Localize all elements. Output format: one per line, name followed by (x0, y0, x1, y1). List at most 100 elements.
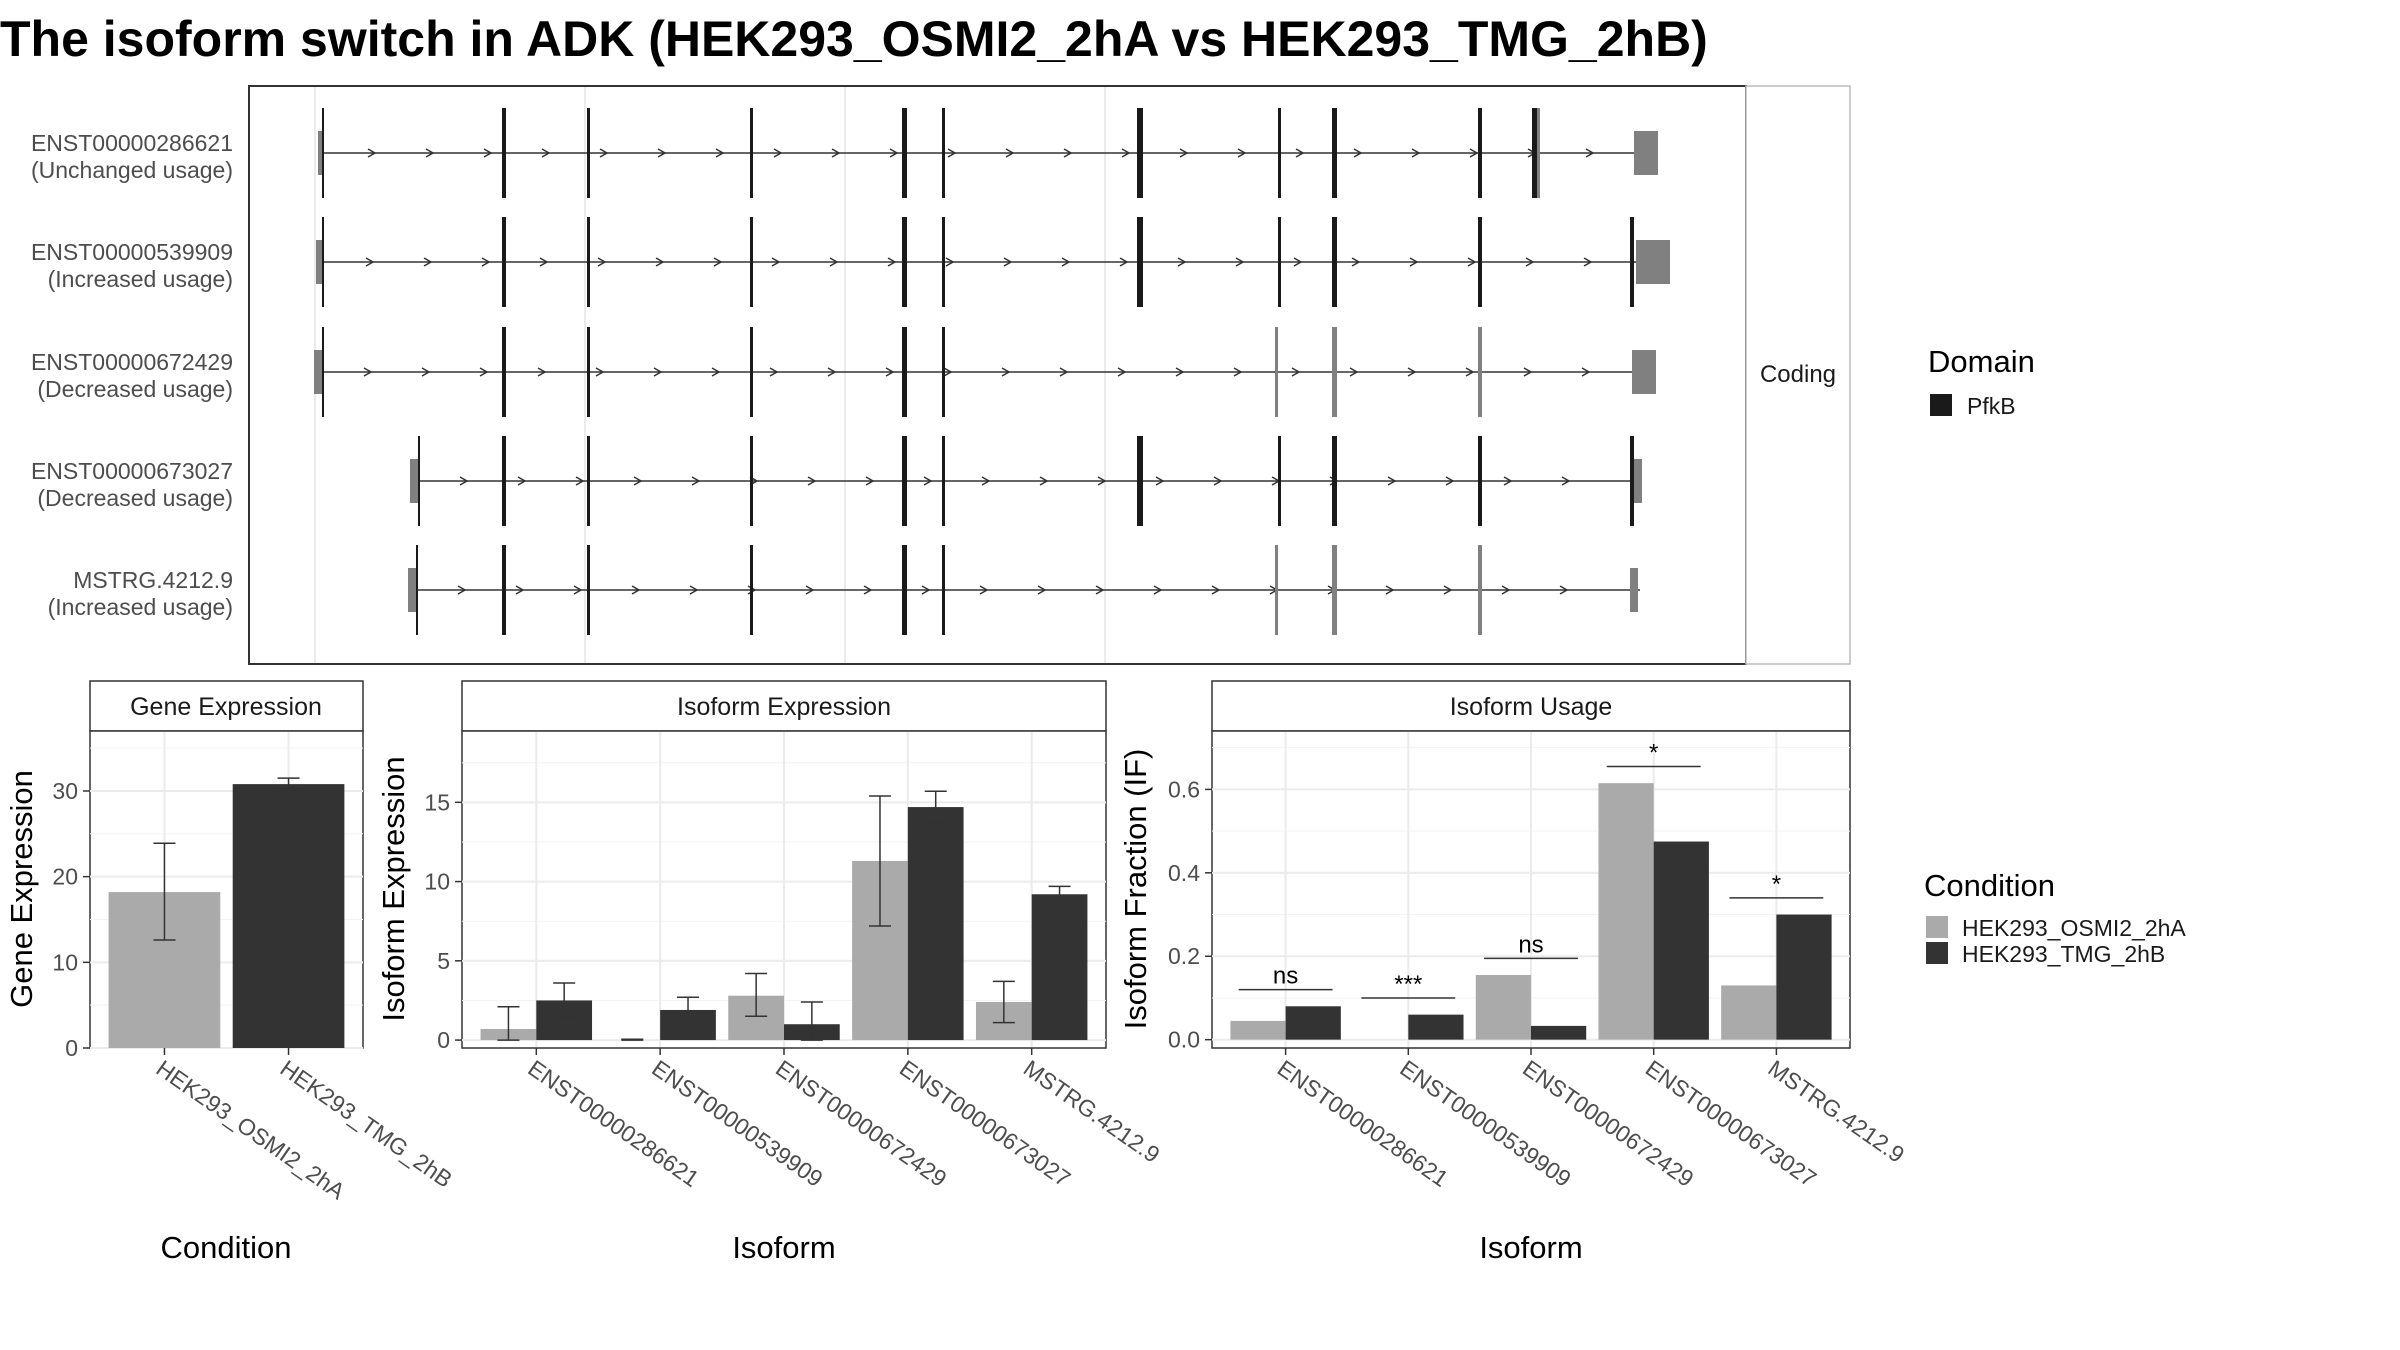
strand-arrow (483, 148, 493, 158)
transcript-track-3 (314, 327, 1656, 417)
utr-exon (318, 131, 324, 175)
domain-exon (418, 436, 420, 526)
coding-exon (1332, 327, 1337, 417)
utr-exon (410, 459, 418, 503)
strand-arrow (1039, 476, 1049, 486)
transcript-track-2 (316, 217, 1670, 307)
strand-arrow (943, 367, 953, 377)
domain-exon (587, 217, 590, 307)
domain-exon (1478, 108, 1482, 198)
condition-legend-label-osmi: HEK293_OSMI2_2hA (1962, 915, 2186, 941)
figure-title: The isoform switch in ADK (HEK293_OSMI2_… (0, 11, 1708, 67)
strand-arrow (1385, 585, 1395, 595)
isoform-label-usage: (Increased usage) (48, 266, 233, 292)
isoform-label-id: MSTRG.4212.9 (73, 567, 233, 593)
domain-legend: Domain PfkB (1928, 344, 2035, 419)
strand-arrow (1061, 257, 1071, 267)
strand-arrow (1407, 367, 1417, 377)
strand-arrow (1233, 367, 1243, 377)
strand-arrow (863, 585, 873, 595)
coding-exon (1275, 327, 1278, 417)
strand-arrow (1179, 148, 1189, 158)
isoform-label-id: ENST00000539909 (31, 239, 233, 265)
strand-arrow (807, 476, 817, 486)
domain-exon (750, 327, 753, 417)
strand-arrow (1559, 585, 1569, 595)
strand-arrow (713, 257, 723, 267)
structure-panel: Coding ENST00000286621(Unchanged usage) E… (31, 85, 1851, 665)
strand-arrow (805, 585, 815, 595)
domain-exon (942, 327, 945, 417)
strand-arrow (1501, 585, 1511, 595)
bar-osmi (1230, 1020, 1286, 1040)
strand-arrow (711, 367, 721, 377)
utr-exon (1634, 459, 1642, 503)
significance-label: ns (1518, 931, 1543, 958)
domain-exon (942, 436, 945, 526)
domain-exon (942, 545, 945, 635)
strand-arrow (1581, 367, 1591, 377)
strand-arrow (885, 367, 895, 377)
strand-arrow (1003, 257, 1013, 267)
isoform-label-usage: (Increased usage) (48, 594, 233, 620)
strand-arrow (481, 257, 491, 267)
strand-arrow (517, 476, 527, 486)
strand-arrow (921, 585, 931, 595)
domain-exon (322, 327, 324, 417)
y-tick-label: 0.6 (1168, 776, 1200, 802)
strand-arrow (691, 476, 701, 486)
strand-arrow (1411, 148, 1421, 158)
coding-exon (1478, 327, 1482, 417)
domain-exon (416, 545, 418, 635)
coding-exon (1332, 545, 1337, 635)
domain-exon (750, 545, 753, 635)
structure-strip (1745, 85, 1851, 665)
domain-exon (322, 108, 324, 198)
isoform-label-usage: (Decreased usage) (37, 485, 233, 511)
strand-arrow (831, 148, 841, 158)
structure-strip-label: Coding (1760, 361, 1836, 388)
strand-arrow (947, 148, 957, 158)
isoform-expression-strip-title: Isoform Expression (677, 693, 891, 721)
strand-arrow (865, 476, 875, 486)
utr-exon (1630, 568, 1638, 612)
strand-arrow (657, 148, 667, 158)
strand-arrow (1211, 585, 1221, 595)
domain-exon (322, 217, 324, 307)
domain-exon (1532, 108, 1537, 198)
condition-legend-label-tmg: HEK293_TMG_2hB (1962, 941, 2165, 967)
strand-arrow (829, 257, 839, 267)
strand-arrow (633, 476, 643, 486)
strand-arrow (689, 585, 699, 595)
strand-arrow (1235, 257, 1245, 267)
y-tick-label: 0.0 (1168, 1027, 1200, 1053)
strand-arrow (1237, 148, 1247, 158)
isoform-label-id: ENST00000673027 (31, 458, 233, 484)
coding-exon (1275, 545, 1278, 635)
strand-arrow (1005, 148, 1015, 158)
condition-legend-key-tmg (1926, 942, 1948, 964)
strand-arrow (1387, 476, 1397, 486)
strand-arrow (771, 257, 781, 267)
coding-exon (1478, 545, 1482, 635)
strand-arrow (423, 257, 433, 267)
strand-arrow (1443, 585, 1453, 595)
strand-arrow (367, 148, 377, 158)
domain-legend-label-pfkb: PfkB (1967, 393, 2016, 419)
isoform-expression-xlabel: Isoform (732, 1230, 835, 1265)
domain-exon (750, 108, 753, 198)
y-tick-label: 10 (52, 949, 78, 975)
domain-exon (502, 327, 506, 417)
gene-expression-xlabel: Condition (161, 1230, 292, 1265)
isoform-usage-xlabel: Isoform (1479, 1230, 1582, 1265)
strand-arrow (1467, 257, 1477, 267)
domain-exon (1278, 436, 1281, 526)
strand-arrow (979, 585, 989, 595)
bar-tmg (1531, 1025, 1587, 1040)
strand-arrow (655, 257, 665, 267)
strand-arrow (1351, 257, 1361, 267)
strand-arrow (1523, 367, 1533, 377)
domain-exon (942, 217, 945, 307)
gene-expression-strip (89, 680, 364, 732)
